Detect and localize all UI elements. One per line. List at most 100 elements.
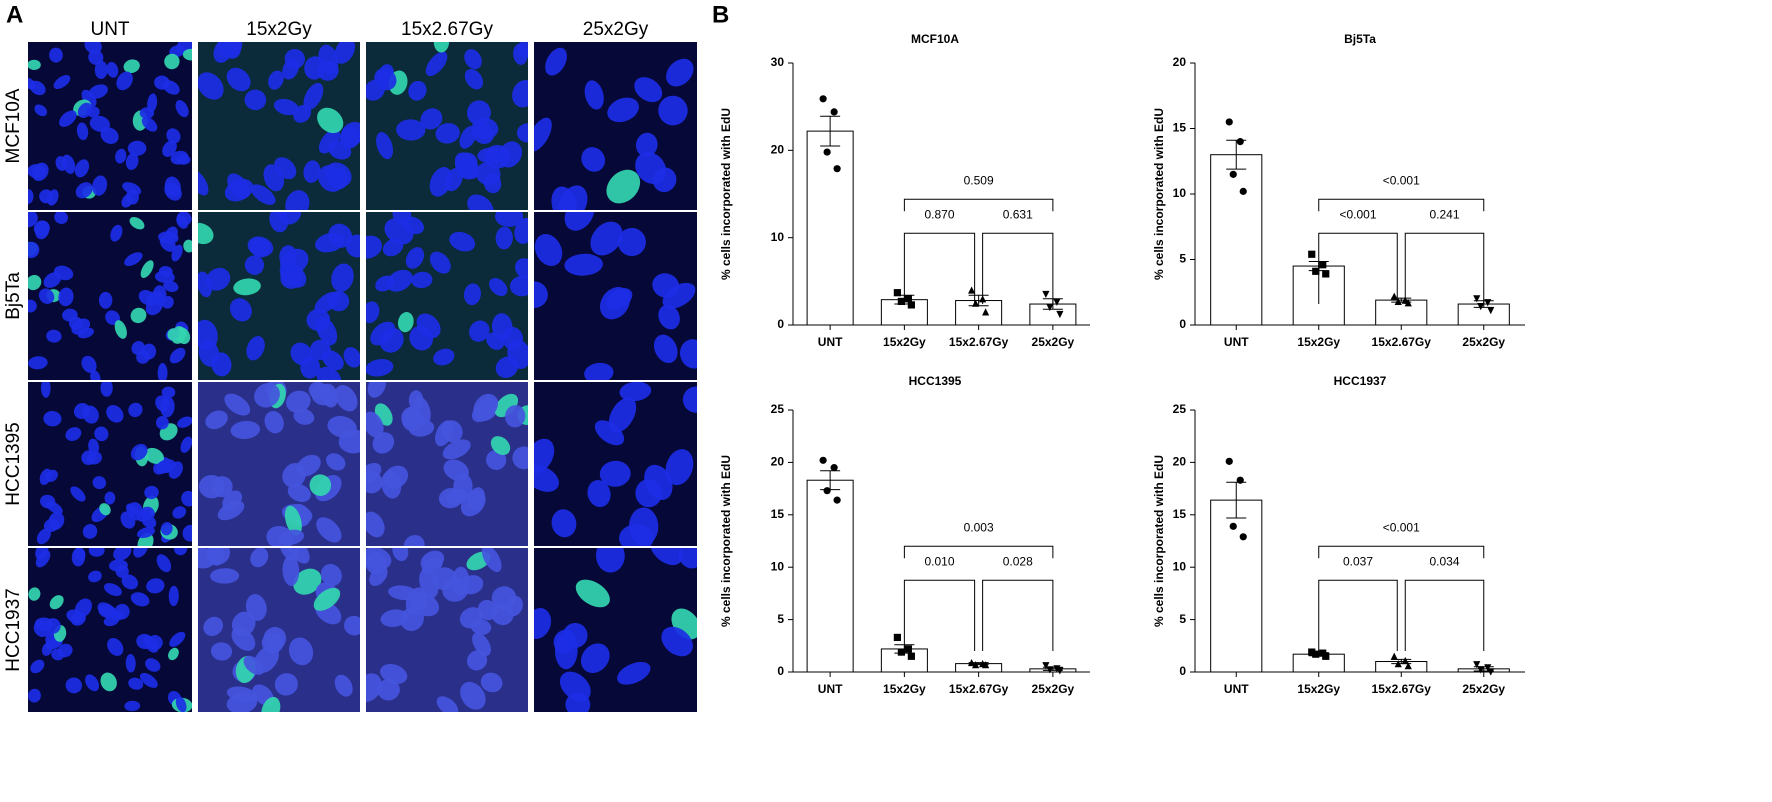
nucleus [658, 95, 688, 126]
nucleus [366, 235, 383, 259]
nucleus [243, 655, 264, 675]
nucleus [514, 258, 528, 279]
nucleus [454, 152, 478, 175]
nucleus [516, 123, 528, 143]
data-point [1473, 661, 1481, 669]
nucleus [334, 42, 356, 64]
y-axis-label: % cells incorporated with EdU [719, 455, 733, 627]
y-tick-label: 10 [771, 230, 785, 244]
nucleus [90, 370, 101, 380]
nucleus [649, 548, 683, 566]
p-value: <0.001 [1339, 207, 1376, 221]
data-point [1319, 261, 1327, 269]
nucleus [328, 291, 350, 312]
bar [1210, 499, 1263, 673]
nucleus [587, 480, 611, 508]
nucleus [413, 396, 431, 426]
nucleus [110, 224, 123, 242]
data-point [833, 496, 841, 504]
nucleus [58, 287, 74, 307]
nucleus [435, 123, 460, 144]
nucleus [172, 506, 187, 519]
y-tick-label: 20 [771, 143, 785, 157]
y-tick-label: 5 [1179, 612, 1186, 626]
bar [806, 130, 854, 326]
nucleus [619, 382, 652, 402]
column-header: 15x2.67Gy [401, 19, 493, 40]
nucleus [198, 271, 213, 298]
nucleus [471, 397, 499, 423]
nucleus [94, 426, 109, 442]
nucleus [678, 548, 697, 569]
nucleus [599, 460, 631, 487]
nucleus [77, 102, 93, 119]
nucleus [198, 319, 218, 351]
nucleus [425, 51, 448, 77]
bar [1210, 154, 1263, 326]
nucleus [210, 568, 240, 584]
nucleus [130, 307, 147, 324]
nucleus [310, 339, 331, 361]
nucleus [168, 647, 179, 661]
nucleus [180, 436, 192, 453]
nucleus [47, 189, 59, 206]
nucleus [261, 632, 284, 654]
nucleus [334, 385, 358, 412]
nucleus [98, 291, 113, 309]
nucleus [438, 488, 463, 509]
nucleus [144, 447, 164, 464]
nucleus [166, 128, 181, 144]
p-value: 0.034 [1429, 554, 1459, 568]
nucleus [282, 555, 300, 586]
nucleus [489, 277, 508, 297]
nucleus [124, 700, 141, 712]
nucleus [534, 465, 559, 492]
p-value: 0.870 [924, 207, 954, 221]
nucleus [103, 583, 122, 596]
nucleus [213, 42, 233, 63]
nucleus [269, 212, 289, 233]
nucleus [211, 476, 233, 498]
data-point [1236, 138, 1244, 146]
nucleus [443, 459, 469, 481]
significance-bracket [1404, 232, 1485, 305]
nucleus [59, 110, 77, 127]
nucleus [62, 308, 78, 322]
data-point [893, 289, 901, 297]
nucleus [244, 255, 265, 275]
nucleus [495, 226, 513, 250]
nucleus [388, 585, 418, 601]
nucleus [247, 236, 274, 257]
chart: HCC1395 % cells incorporated with EdU 0 5 10… [719, 374, 1090, 696]
nucleus [274, 157, 297, 180]
data-point [1394, 660, 1402, 668]
nucleus [293, 568, 322, 595]
nucleus [74, 159, 90, 178]
data-point [897, 648, 905, 656]
nucleus [379, 327, 404, 353]
nucleus [162, 80, 180, 95]
nucleus [564, 212, 595, 231]
nucleus [104, 491, 116, 505]
nucleus [115, 148, 127, 164]
nucleus [366, 511, 385, 538]
data-point [1239, 533, 1247, 541]
nucleus [463, 283, 481, 306]
micrograph [28, 548, 192, 712]
nucleus [490, 436, 511, 456]
nucleus [100, 382, 113, 397]
nucleus [169, 347, 186, 364]
nucleus [145, 658, 161, 672]
nucleus [366, 411, 384, 438]
nucleus [106, 61, 119, 78]
nucleus [123, 59, 140, 74]
nucleus [372, 432, 395, 454]
nucleus [43, 410, 62, 427]
nucleus [35, 550, 51, 568]
nucleus [580, 643, 610, 673]
nucleus [46, 329, 62, 343]
data-point [1404, 662, 1412, 670]
x-tick-label: 15x2.67Gy [949, 335, 1009, 349]
nucleus [472, 632, 491, 657]
chart: MCF10A % cells incorporated with EdU 0 10 20… [719, 32, 1090, 349]
